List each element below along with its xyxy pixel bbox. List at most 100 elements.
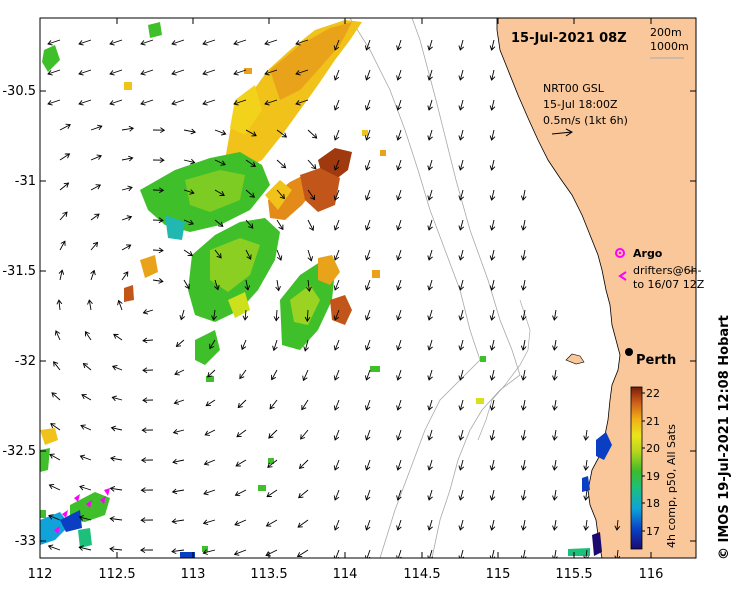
current-arrow [522,279,526,291]
current-arrow [365,369,371,381]
current-arrow [522,189,526,201]
argo-icon [615,248,625,258]
current-arrowhead [48,483,55,490]
current-arrow [334,459,340,471]
current-arrow [245,219,254,229]
current-arrow [365,489,371,501]
island [565,353,585,365]
current-arrow [365,399,371,411]
current-arrow [397,309,402,321]
current-arrow [397,159,402,171]
current-arrow [90,155,102,161]
current-arrowhead [50,423,56,429]
current-arrow [553,399,557,411]
current-arrowhead [312,133,318,139]
current-arrowhead [583,435,589,441]
current-arrow [109,69,123,75]
lon-tick-113.5: 113.5 [250,567,287,582]
current-arrowhead [333,165,340,171]
current-arrow [239,369,247,379]
current-arrowhead [427,195,433,201]
colorbar-ticks [642,392,645,532]
current-arrow [397,99,402,111]
current-vectors [47,39,621,558]
current-arrowhead [51,392,57,398]
current-arrowhead [236,432,242,438]
current-arrow [397,39,402,51]
current-arrowhead [489,435,496,441]
current-arrow [491,69,495,81]
current-arrow [109,99,123,105]
current-arrow [265,549,278,556]
current-arrow [121,271,129,281]
current-arrowhead [552,315,558,321]
current-arrow [553,459,557,471]
current-arrow [213,309,216,320]
current-arrowhead [264,40,270,46]
current-arrowhead [171,70,177,76]
current-arrow [307,129,318,139]
current-arrowhead [218,221,224,227]
current-arrow [459,459,464,471]
current-arrow [459,69,464,81]
current-arrowhead [364,135,371,141]
current-arrow [174,399,185,404]
current-arrow [522,339,526,351]
current-arrowhead [458,495,465,501]
current-arrow [269,399,278,410]
current-arrowhead [427,375,433,381]
current-arrow [334,519,340,531]
current-arrowhead [202,519,209,526]
current-arrow [397,429,402,441]
current-arrowhead [552,435,558,441]
current-arrow [171,69,185,75]
current-arrowhead [427,405,433,411]
current-arrow [85,331,92,341]
current-arrowhead [273,316,280,322]
current-arrowhead [205,401,211,407]
current-arrow [276,249,282,261]
current-arrow [301,399,309,410]
current-arrowhead [364,465,371,471]
vector-scale-arrow [551,128,573,137]
current-arrowhead [458,405,465,411]
current-arrow [59,211,68,221]
current-arrowhead [142,337,148,344]
current-arrowhead [489,195,496,201]
current-arrowhead [239,373,245,380]
current-arrow [245,129,257,137]
current-arrowhead [280,163,287,169]
current-arrowhead [233,100,239,106]
current-arrow [334,69,340,81]
current-arrowhead [427,315,433,321]
current-arrowhead [142,397,148,404]
current-arrowhead [364,345,371,351]
current-arrowhead [269,404,275,410]
current-arrowhead [396,375,402,381]
current-arrowhead [84,330,90,337]
current-arrow [428,159,433,171]
current-arrow [297,519,309,528]
current-arrowhead [396,315,402,321]
lat-tick-33: -33 [15,534,36,549]
current-arrow [365,219,371,231]
current-arrowhead [489,255,496,261]
current-arrow [209,339,216,349]
current-arrowhead [333,135,340,141]
current-arrowhead [396,225,402,231]
current-arrow [585,459,588,471]
current-arrow [203,519,216,524]
current-arrowhead [427,255,433,261]
current-arrowhead [427,135,433,141]
current-arrow [266,519,278,527]
current-arrowhead [396,345,402,351]
current-arrow [275,309,278,321]
current-arrow [302,369,309,381]
current-arrowhead [520,255,527,261]
current-arrowhead [159,157,165,163]
current-arrowhead [364,255,371,261]
current-arrowhead [81,394,87,400]
current-arrow [553,489,557,501]
current-arrowhead [179,314,185,321]
lon-tick-112: 112 [28,567,53,582]
